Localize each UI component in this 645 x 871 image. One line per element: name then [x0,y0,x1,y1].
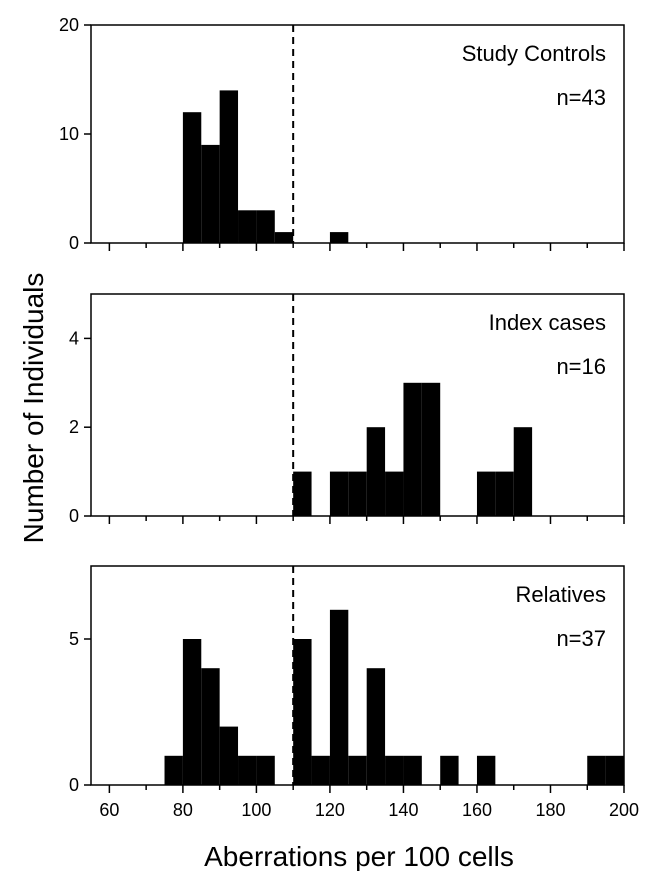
histogram-bar [293,639,312,785]
x-tick-label: 140 [388,800,418,820]
histogram-bar [182,639,202,785]
histogram-bar [403,755,422,785]
y-tick-label: 0 [69,775,79,795]
histogram-bar [385,471,404,516]
panel-index-cases: 0 2 4 Index cases n=16 [69,293,625,526]
histogram-bar [329,609,349,785]
histogram-bar [366,427,386,516]
histogram-bar [256,755,275,785]
x-tick-label: 180 [535,800,565,820]
histogram-bar [293,471,312,516]
histogram-bar [329,232,349,243]
histogram-bar [348,755,367,785]
histogram-bar [219,726,239,785]
histogram-bar [238,755,257,785]
histogram-bar [366,668,386,785]
histogram-bar [385,755,404,785]
histogram-bar [513,427,533,516]
x-tick-label: 100 [241,800,271,820]
y-tick-label: 20 [59,15,79,35]
histogram-bar [440,755,459,785]
panel-frame [90,293,625,517]
x-tick-label: 60 [99,800,119,820]
panel-study-controls: 0 10 20 Study Controls n=43 [59,15,625,253]
x-tick-label: 200 [609,800,639,820]
panel-n-label: n=43 [556,85,606,110]
panel-n-label: n=37 [556,626,606,651]
y-tick-label: 5 [69,629,79,649]
histogram-bar [238,210,257,243]
histogram-bar [311,755,330,785]
panel-title: Index cases [489,310,606,335]
panel-frame [90,565,625,786]
histogram-bar [403,382,422,516]
histogram-bar [421,382,441,516]
y-tick-label: 0 [69,233,79,253]
y-tick-label: 4 [69,328,79,348]
histogram-bar [274,232,294,243]
histogram-bar [201,144,220,243]
histogram-bar [476,471,496,516]
histogram-bar [329,471,349,516]
x-tick-label: 120 [315,800,345,820]
y-tick-label: 0 [69,506,79,526]
histogram-bar [476,755,496,785]
histogram-bar [201,668,220,785]
histogram-bar [587,755,606,785]
panel-relatives: 0 5 Relatives n=37 [69,565,625,795]
y-tick-label: 2 [69,417,79,437]
histogram-bar [256,210,275,243]
histogram-bar [182,112,202,243]
panel-title: Study Controls [462,41,606,66]
panel-title: Relatives [516,582,606,607]
x-axis-title: Aberrations per 100 cells [204,841,514,871]
histogram-bar [495,471,514,516]
y-tick-label: 10 [59,124,79,144]
histogram-bar [348,471,367,516]
x-tick-label: 80 [173,800,193,820]
histogram-bar [605,755,624,785]
y-axis-title: Number of Individuals [18,273,49,544]
histogram-bar [164,755,183,785]
panel-n-label: n=16 [556,354,606,379]
x-tick-label: 160 [462,800,492,820]
histogram-bar [219,90,239,244]
